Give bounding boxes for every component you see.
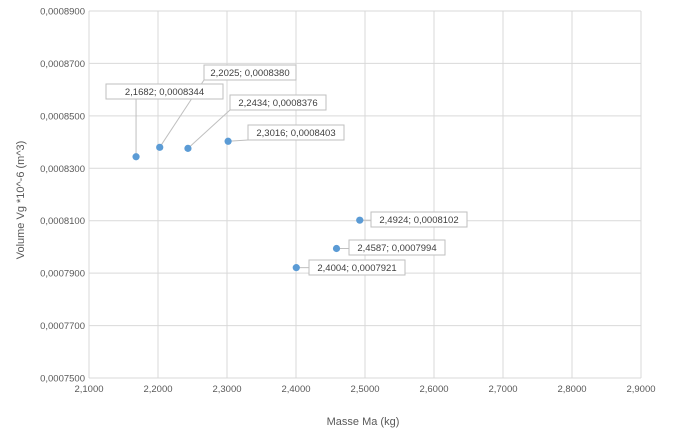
data-label-box: [308, 259, 406, 276]
data-point: [156, 143, 164, 151]
data-label: 2,4587; 0,0007994: [357, 243, 436, 254]
data-point: [132, 153, 140, 161]
data-label: 2,3016; 0,0008403: [256, 128, 335, 139]
x-tick-label: 2,9000: [626, 384, 655, 395]
y-tick-label: 0,0008900: [40, 7, 85, 18]
x-tick-label: 2,6000: [419, 384, 448, 395]
data-label-box: [370, 211, 468, 228]
y-tick-label: 0,0008500: [40, 111, 85, 122]
x-tick-label: 2,2000: [143, 384, 172, 395]
data-label: 2,1682; 0,0008344: [125, 87, 204, 98]
x-tick-label: 2,1000: [74, 384, 103, 395]
data-label: 2,4924; 0,0008102: [379, 215, 458, 226]
data-point: [332, 244, 341, 253]
x-axis-ticks: 2,1000 2,2000 2,3000 2,4000 2,5000 2,6000 2,70…: [74, 384, 655, 395]
x-tick-label: 2,8000: [557, 384, 586, 395]
data-label-box: [348, 239, 446, 256]
y-axis-title: Volume Vg *10^-6 (m^3): [15, 141, 27, 260]
y-axis-ticks: 0,0007500 0,0007700 0,0007900 0,0008100 0,00…: [40, 7, 85, 385]
data-point: [292, 264, 300, 272]
x-tick-label: 2,3000: [212, 384, 241, 395]
data-label: 2,2434; 0,0008376: [238, 98, 317, 109]
y-tick-label: 0,0007500: [40, 374, 85, 385]
data-label-box: [247, 124, 345, 141]
gridlines: [88, 10, 642, 379]
data-label: 2,2025; 0,0008380: [210, 68, 289, 79]
data-label-box: [229, 94, 327, 111]
data-point: [356, 216, 364, 224]
x-tick-label: 2,5000: [350, 384, 379, 395]
y-tick-label: 0,0007700: [40, 321, 85, 332]
y-tick-label: 0,0008300: [40, 164, 85, 175]
y-tick-label: 0,0008700: [40, 59, 85, 70]
data-label: 2,4004; 0,0007921: [317, 263, 396, 274]
x-tick-label: 2,7000: [488, 384, 517, 395]
x-tick-label: 2,4000: [281, 384, 310, 395]
data-points: [132, 137, 364, 272]
data-point: [184, 144, 192, 152]
data-label-box: [203, 64, 297, 81]
data-label-box: [105, 83, 224, 100]
y-tick-label: 0,0008100: [40, 216, 85, 227]
y-tick-label: 0,0007900: [40, 269, 85, 280]
x-axis-title: Masse Ma (kg): [327, 416, 400, 428]
label-leader-line: [187, 109, 231, 149]
data-point: [224, 137, 232, 145]
data-labels: 2,1682; 0,0008344 2,2025; 0,0008380 2,2434…: [105, 64, 468, 276]
